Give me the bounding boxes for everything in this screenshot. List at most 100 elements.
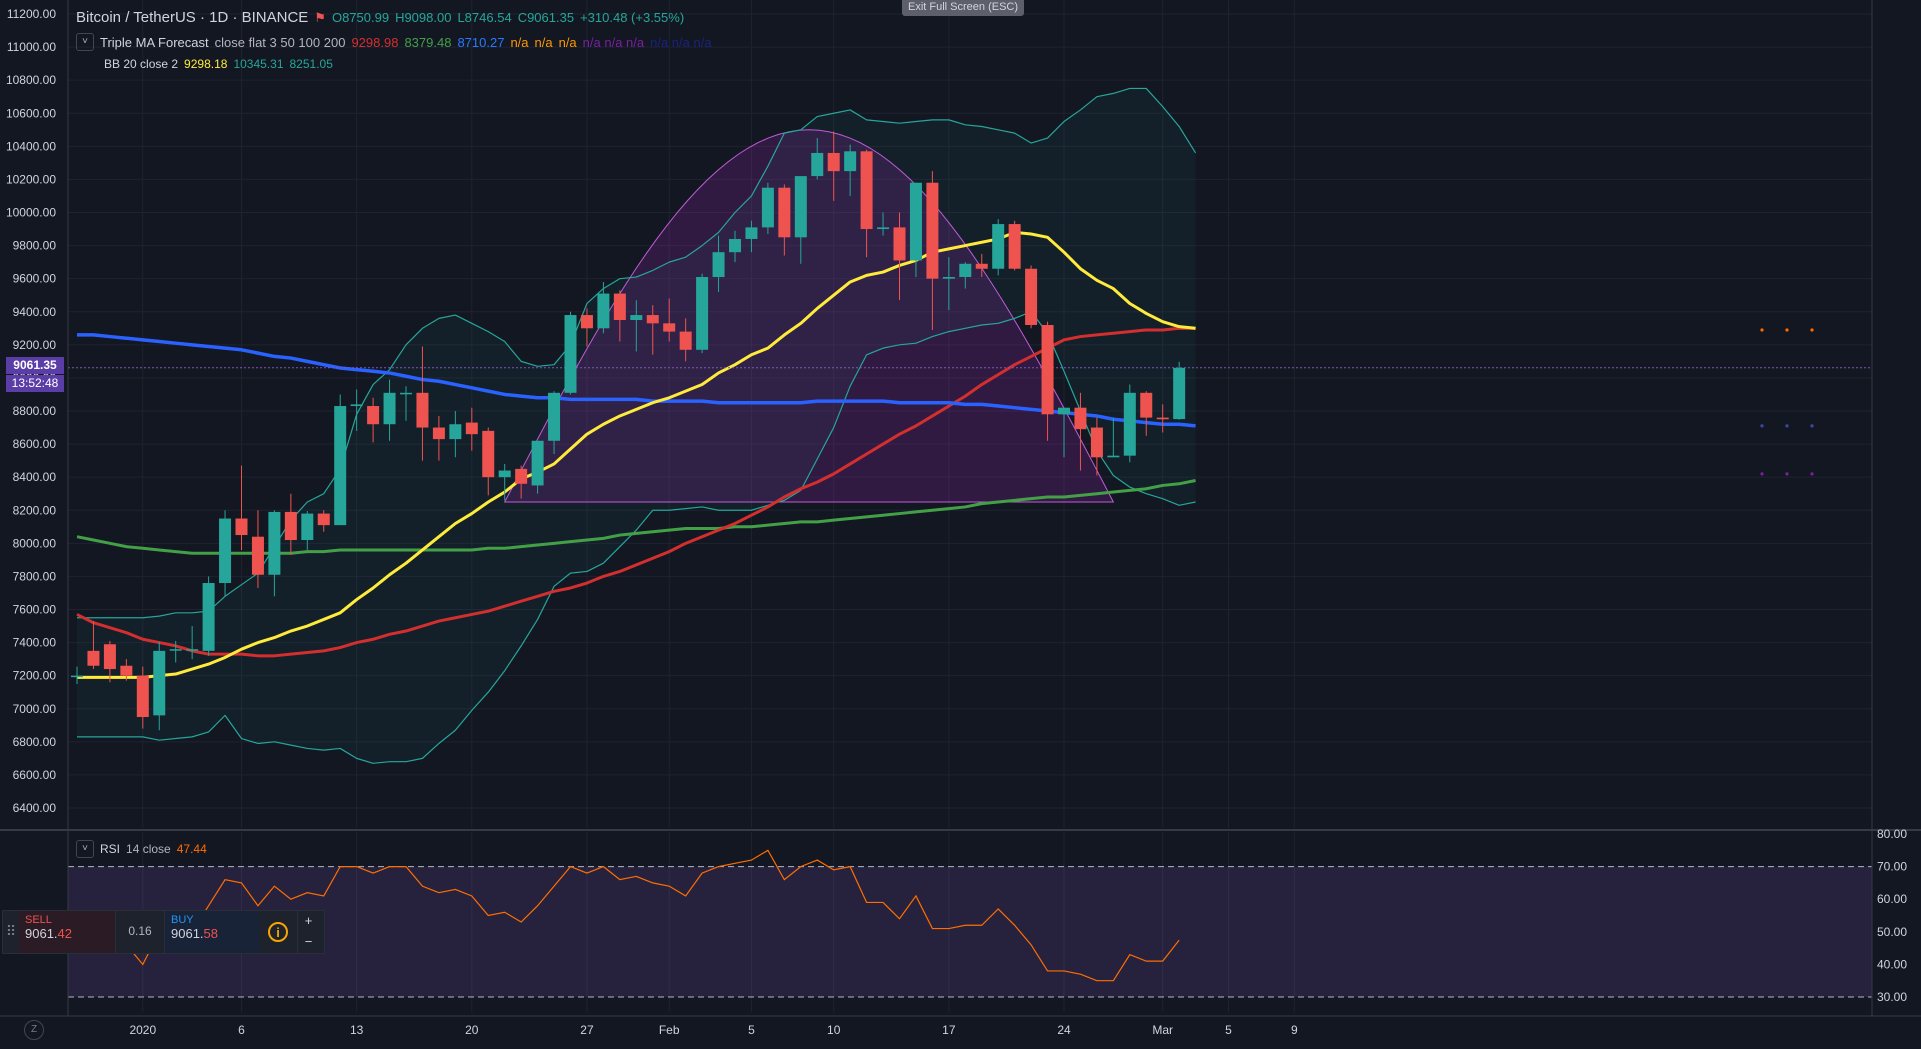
rsi-params: 14 close xyxy=(126,842,171,856)
candle-body xyxy=(1123,392,1136,456)
rsi-name: RSI xyxy=(100,842,121,856)
candle-body xyxy=(186,649,199,651)
candle-body xyxy=(334,406,347,526)
forecast-dot xyxy=(1785,472,1789,476)
buy-label: BUY xyxy=(171,914,194,926)
candle-body xyxy=(942,277,955,279)
info-icon: i xyxy=(268,922,288,942)
candle-body xyxy=(120,665,133,676)
price-scale-label: 6800.00 xyxy=(13,735,57,749)
candle-body xyxy=(268,511,281,575)
buy-button[interactable]: BUY 9061.58 xyxy=(165,911,259,953)
current-price-label: 9061.35 xyxy=(6,357,64,374)
price-scale-label: 10000.00 xyxy=(6,206,56,220)
price-scale-label: 7600.00 xyxy=(13,603,57,617)
candle-body xyxy=(235,518,248,536)
price-scale-label: 11000.00 xyxy=(7,40,56,54)
price-scale-label: 9400.00 xyxy=(13,305,57,319)
candle-body xyxy=(564,315,577,393)
price-scale-label: 8800.00 xyxy=(13,404,57,418)
candle-body xyxy=(1140,392,1153,418)
info-button[interactable]: i xyxy=(259,911,297,953)
candle-body xyxy=(219,518,232,584)
forecast-dot xyxy=(1785,328,1789,332)
time-axis-label: 17 xyxy=(942,1023,956,1037)
chevron-down-icon[interactable]: ˅ xyxy=(76,840,94,858)
candle-body xyxy=(284,511,297,541)
ohlc-low: L8746.54 xyxy=(457,10,512,25)
price-scale-label: 8400.00 xyxy=(13,470,57,484)
price-scale-label: 10800.00 xyxy=(6,73,56,87)
candle-body xyxy=(827,152,840,172)
chevron-down-icon[interactable]: ˅ xyxy=(76,33,94,51)
candle-body xyxy=(317,513,330,526)
time-axis-label: 10 xyxy=(827,1023,841,1037)
price-scale-label: 9200.00 xyxy=(13,338,57,352)
time-axis-label: 5 xyxy=(748,1023,755,1037)
candle-body xyxy=(251,536,264,575)
triple-ma-legend[interactable]: ˅ Triple MA Forecast close flat 3 50 100… xyxy=(76,33,712,51)
exit-fullscreen-button[interactable]: Exit Full Screen (ESC) xyxy=(902,0,1024,16)
plus-button[interactable]: + xyxy=(297,911,319,932)
price-scale-label: 11200.00 xyxy=(7,7,56,21)
triple-ma-na-blue: n/a n/a n/a xyxy=(650,34,712,50)
sell-button[interactable]: SELL 9061.42 xyxy=(19,911,116,953)
rsi-pane xyxy=(68,832,1872,1012)
triple-ma-value-1: 9298.98 xyxy=(351,34,399,50)
candle-body xyxy=(1041,324,1054,415)
triple-ma-value-3: 8710.27 xyxy=(457,34,505,50)
rsi-scale-label: 40.00 xyxy=(1877,957,1907,971)
candle-body xyxy=(663,323,676,332)
price-scale-label: 6400.00 xyxy=(13,801,57,815)
flag-icon[interactable]: ⚑ xyxy=(314,9,326,25)
triple-ma-params: close flat 3 50 100 200 xyxy=(214,34,346,50)
drag-handle-icon[interactable]: ⠿ xyxy=(5,923,17,939)
candle-body xyxy=(1074,407,1087,430)
candle-body xyxy=(498,470,511,478)
rsi-line xyxy=(76,849,1180,982)
rsi-scale-label: 50.00 xyxy=(1877,925,1907,939)
bb-lower: 8251.05 xyxy=(289,57,333,71)
candle-body xyxy=(909,182,922,261)
forecast-dot xyxy=(1760,472,1764,476)
candle-body xyxy=(992,224,1005,269)
candle-body xyxy=(169,649,182,651)
triple-ma-na-1: n/a xyxy=(510,34,529,50)
price-scale-label: 10200.00 xyxy=(6,172,56,186)
candle-body xyxy=(1058,407,1070,415)
candle-body xyxy=(926,182,939,279)
buy-price-main: 9061. xyxy=(171,926,204,941)
candle-body xyxy=(679,331,692,350)
price-scale-label: 7800.00 xyxy=(13,569,57,583)
time-axis-label: 2020 xyxy=(129,1023,156,1037)
candle-body xyxy=(301,513,314,541)
time-axis-label: 20 xyxy=(465,1023,479,1037)
candle-body xyxy=(877,227,890,230)
candle-body xyxy=(87,650,100,666)
candle-body xyxy=(202,583,215,651)
candle-body xyxy=(630,315,643,321)
candle-body xyxy=(794,176,807,238)
bb-legend[interactable]: BB 20 close 2 9298.18 10345.31 8251.05 xyxy=(104,57,333,71)
candle-body xyxy=(712,252,725,278)
symbol-title[interactable]: Bitcoin / TetherUS · 1D · BINANCE xyxy=(76,9,309,26)
candle-body xyxy=(778,187,791,238)
triple-ma-value-2: 8379.48 xyxy=(404,34,452,50)
candle-body xyxy=(613,293,626,321)
ohlc-high: H9098.00 xyxy=(395,10,452,25)
time-axis-label: 13 xyxy=(350,1023,364,1037)
triple-ma-na-purple: n/a n/a n/a xyxy=(582,34,645,50)
bb-name: BB 20 close 2 xyxy=(104,57,179,71)
time-axis-label: 5 xyxy=(1225,1023,1232,1037)
candle-body xyxy=(975,263,988,269)
forecast-dot xyxy=(1760,328,1764,332)
price-scale-label: 8200.00 xyxy=(13,503,57,517)
price-scale-label: 7000.00 xyxy=(13,702,57,716)
rsi-legend[interactable]: ˅ RSI 14 close 47.44 xyxy=(76,840,207,858)
timezone-icon[interactable]: Z xyxy=(24,1020,44,1040)
candle-body xyxy=(153,650,166,716)
price-scale-label: 7400.00 xyxy=(13,636,57,650)
price-scale-label: 8600.00 xyxy=(13,437,57,451)
minus-button[interactable]: − xyxy=(297,932,319,953)
